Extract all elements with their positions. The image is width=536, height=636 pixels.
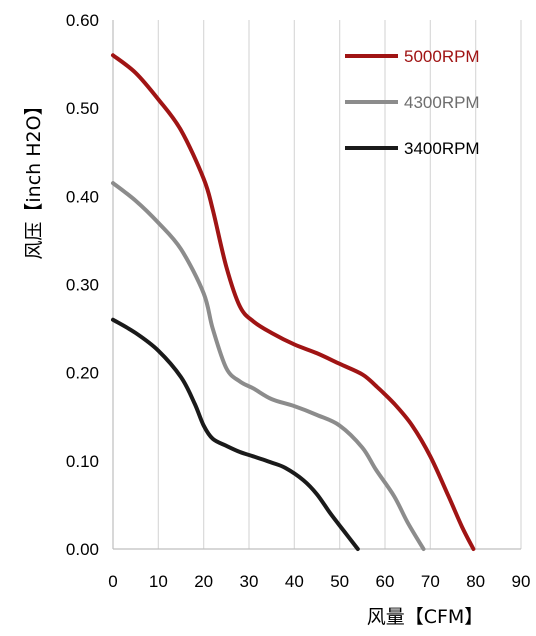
x-tick-label: 80	[466, 572, 485, 591]
x-tick-label: 30	[240, 572, 259, 591]
x-tick-label: 20	[194, 572, 213, 591]
series-lines	[111, 53, 476, 551]
y-tick-label: 0.10	[66, 452, 99, 471]
y-tick-label: 0.00	[66, 540, 99, 559]
x-tick-label: 50	[330, 572, 349, 591]
legend-label-3400rpm: 3400RPM	[404, 139, 480, 158]
y-tick-label: 0.30	[66, 276, 99, 295]
x-tick-label: 40	[285, 572, 304, 591]
legend: 5000RPM 4300RPM 3400RPM	[345, 47, 480, 158]
y-axis-title: 风压【inch H2O】	[23, 96, 45, 259]
series-line-3400rpm	[111, 317, 360, 551]
series-line-4300rpm	[111, 181, 426, 551]
axes	[112, 20, 521, 550]
y-tick-label: 0.50	[66, 99, 99, 118]
legend-label-5000rpm: 5000RPM	[404, 47, 480, 66]
x-axis-title: 风量【CFM】	[367, 606, 484, 628]
legend-label-4300rpm: 4300RPM	[404, 93, 480, 112]
y-tick-label: 0.20	[66, 364, 99, 383]
x-tick-label: 0	[108, 572, 117, 591]
x-tick-label: 70	[421, 572, 440, 591]
grid-lines	[157, 20, 522, 549]
x-tick-label: 90	[512, 572, 531, 591]
x-tick-label: 10	[149, 572, 168, 591]
y-tick-label: 0.60	[66, 11, 99, 30]
x-tick-label: 60	[376, 572, 395, 591]
tick-labels: 0 10 20 30 40 50 60 70 80 90 0.00 0.10 0.20 0.30 0.40 0…	[66, 11, 531, 591]
y-tick-label: 0.40	[66, 187, 99, 206]
series-line-5000rpm	[111, 53, 476, 551]
